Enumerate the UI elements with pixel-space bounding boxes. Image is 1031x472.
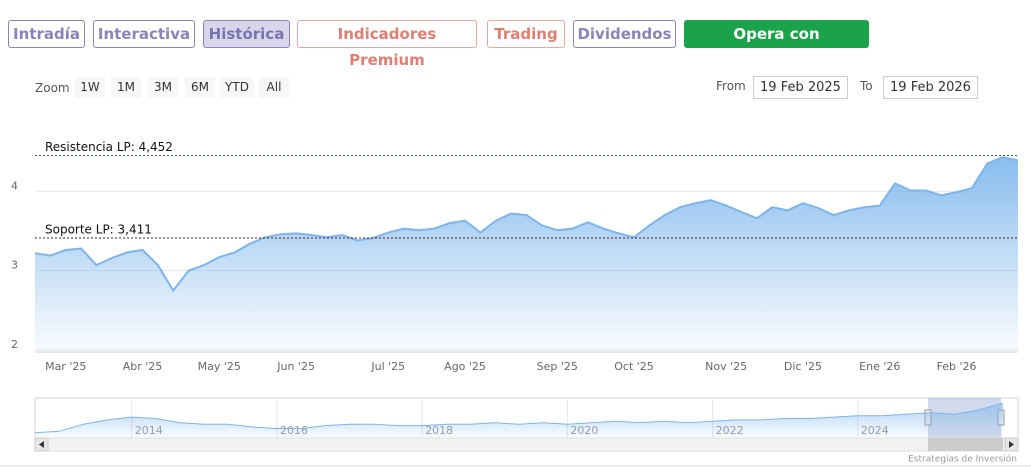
x-tick-label: Sep '25	[537, 360, 578, 373]
arrow-icon	[1009, 441, 1014, 448]
x-tick-label: May '25	[198, 360, 241, 373]
x-tick-label: Jun '25	[276, 360, 315, 373]
tab[interactable]: Intradía	[8, 20, 85, 48]
x-tick-label: Feb '26	[937, 360, 977, 373]
from-label: From	[716, 79, 746, 93]
zoom-button[interactable]: 1W	[75, 77, 105, 98]
y-tick-label: 2	[11, 338, 18, 351]
from-input[interactable]: 19 Feb 2025	[753, 76, 848, 99]
x-tick-label: Ago '25	[444, 360, 486, 373]
x-tick-label: Jul '25	[370, 360, 405, 373]
x-tick-label: Ene '26	[859, 360, 900, 373]
annotation-label: Resistencia LP: 4,452	[45, 140, 173, 154]
scrollbar-track[interactable]	[34, 437, 1019, 452]
tab[interactable]: Indicadores Premium	[297, 20, 477, 69]
tab-cta[interactable]: Opera con Freedom24	[684, 20, 869, 69]
tab[interactable]: Trading	[487, 20, 565, 48]
tab[interactable]: Interactiva	[93, 20, 195, 48]
x-tick-label: Nov '25	[705, 360, 747, 373]
arrow-icon	[39, 441, 44, 448]
zoom-button[interactable]: 6M	[185, 77, 215, 98]
navigator-area	[35, 402, 1003, 437]
x-tick-label: Abr '25	[123, 360, 163, 373]
to-input[interactable]: 19 Feb 2026	[883, 76, 978, 99]
zoom-button[interactable]: 1M	[111, 77, 141, 98]
scrollbar-thumb[interactable]	[928, 438, 1003, 451]
line	[34, 156, 1019, 293]
zoom-button[interactable]: All	[259, 77, 289, 98]
credit: Estrategias de Inversión	[908, 454, 1017, 465]
area	[35, 157, 1018, 350]
y-tick-label: 3	[11, 259, 18, 272]
zoom-button[interactable]: YTD	[220, 77, 254, 98]
zoom-label: Zoom	[35, 81, 70, 95]
annotation-label: Soporte LP: 3,411	[45, 223, 152, 237]
x-tick-label: Mar '25	[45, 360, 86, 373]
y-tick-label: 4	[11, 179, 18, 192]
to-label: To	[860, 79, 873, 93]
x-tick-label: Dic '25	[784, 360, 822, 373]
x-tick-label: Oct '25	[614, 360, 654, 373]
tab[interactable]: Dividendos	[573, 20, 676, 48]
tab-active[interactable]: Histórica	[203, 20, 290, 48]
navigator-line	[34, 402, 1004, 434]
zoom-button[interactable]: 3M	[148, 77, 178, 98]
